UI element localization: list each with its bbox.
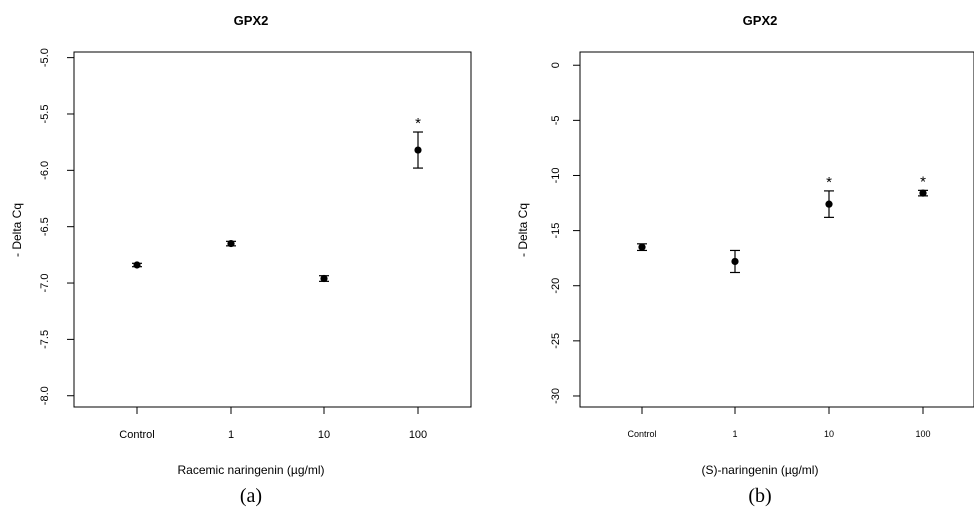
y-tick-label: -30 (550, 388, 562, 404)
data-point (414, 146, 422, 154)
y-tick-label: 0 (550, 62, 562, 68)
x-axis-label: (S)-naringenin (µg/ml) (702, 463, 819, 477)
data-point (320, 274, 328, 283)
data-point (638, 243, 646, 251)
x-tick-label: 100 (409, 429, 427, 441)
chart-title: GPX2 (743, 13, 778, 28)
chart-panel-b: GPX2 (S)-naringenin (µg/ml) - Delta Cq (… (516, 13, 974, 507)
significance-marker: * (415, 115, 421, 132)
y-tick-label: -20 (550, 278, 562, 294)
x-tick-label: 1 (228, 429, 234, 441)
y-tick-label: -6.0 (39, 161, 51, 180)
series-marks: * (132, 115, 423, 283)
data-point (133, 261, 141, 269)
significance-marker: * (920, 173, 926, 190)
y-tick-label: -7.0 (39, 274, 51, 293)
x-tick-label: 1 (732, 429, 737, 439)
x-tick-label: 10 (318, 429, 330, 441)
x-tick-label: 10 (824, 429, 834, 439)
y-tick-label: -6.5 (39, 217, 51, 236)
significance-marker: * (826, 174, 832, 191)
chart-title: GPX2 (234, 13, 269, 28)
x-axis-label: Racemic naringenin (µg/ml) (178, 463, 325, 477)
plot-frame (73, 51, 472, 408)
data-point (731, 257, 739, 266)
y-tick-label: -25 (550, 333, 562, 349)
y-axis-label: - Delta Cq (516, 203, 530, 257)
y-axis-label: - Delta Cq (10, 203, 24, 257)
y-tick-label: -5.0 (39, 48, 51, 67)
data-point (825, 200, 833, 208)
panel-label: (b) (748, 485, 771, 507)
plot-frame (579, 51, 974, 408)
y-tick-label: -15 (550, 223, 562, 239)
data-point (227, 239, 235, 248)
x-tick-label: 100 (915, 429, 930, 439)
chart-panel-a: GPX2 Racemic naringenin (µg/ml) - Delta … (10, 13, 472, 507)
panel-label: (a) (240, 485, 262, 507)
y-tick-label: -5.5 (39, 104, 51, 123)
y-tick-label: -5 (550, 115, 562, 125)
x-tick-label: Control (119, 429, 154, 441)
y-tick-label: -8.0 (39, 386, 51, 405)
series-marks: * * (637, 173, 928, 274)
x-tick-label: Control (627, 429, 656, 439)
y-tick-label: -10 (550, 168, 562, 184)
data-point (919, 189, 927, 197)
y-tick-label: -7.5 (39, 330, 51, 349)
